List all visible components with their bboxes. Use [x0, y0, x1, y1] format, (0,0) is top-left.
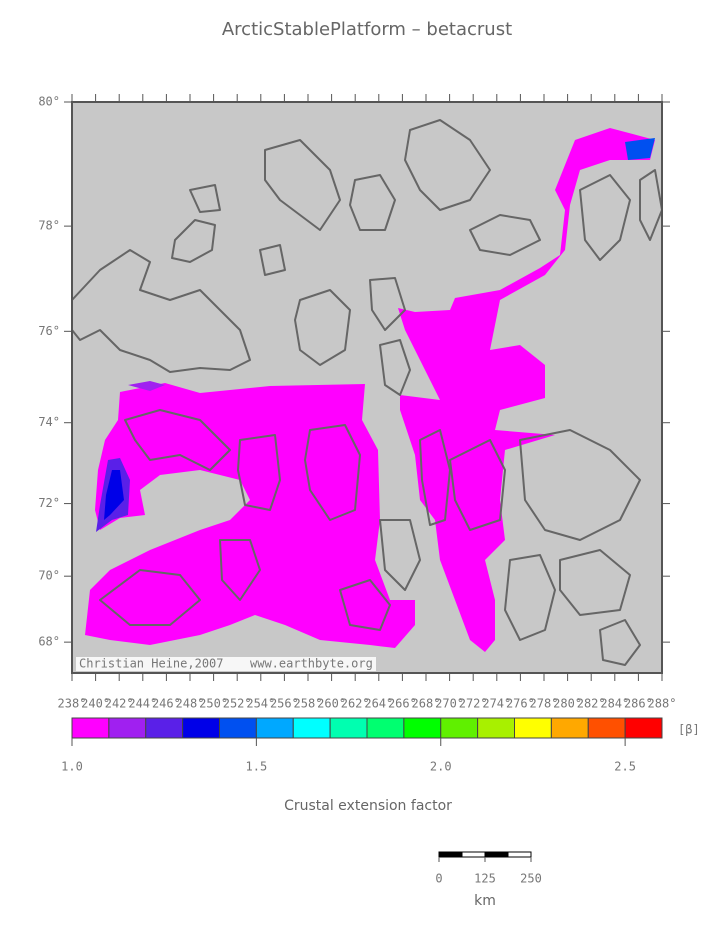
colorbar-segment [108, 717, 147, 739]
lon-label: 256° [270, 697, 299, 711]
extension-region [128, 381, 165, 391]
extension-region [104, 470, 124, 520]
colorbar-tick-label: 1.5 [246, 760, 268, 774]
extension-region [625, 138, 655, 160]
lon-label: 282° [577, 697, 606, 711]
colorbar-segment [219, 717, 257, 739]
lon-label: 286° [624, 697, 653, 711]
lon-label: 276° [506, 697, 535, 711]
lon-label: 244° [128, 697, 157, 711]
scale-tick-label: 125 [474, 872, 496, 886]
scale-bar-segment [438, 851, 463, 858]
lat-label: 78° [38, 219, 60, 233]
scale-tick-label: 250 [520, 872, 542, 886]
lon-label: 272° [459, 697, 488, 711]
colorbar-tick-label: 2.5 [614, 760, 636, 774]
lon-label: 252° [223, 697, 252, 711]
lat-label: 74° [38, 415, 60, 429]
scale-bar-segment [507, 851, 532, 858]
colorbar-segment [550, 717, 589, 739]
map: Christian Heine,2007 www.earthbyte.org [71, 101, 663, 674]
colorbar-segment [292, 717, 331, 739]
credit-box [76, 657, 376, 671]
lon-label: 288° [648, 697, 677, 711]
beta-field [85, 128, 655, 652]
scale-bar-segment [484, 851, 509, 858]
lon-label: 238° [58, 697, 87, 711]
lon-label: 240° [81, 697, 110, 711]
lon-label: 278° [530, 697, 559, 711]
lon-label: 274° [482, 697, 511, 711]
colorbar-segment [145, 717, 184, 739]
lon-label: 254° [246, 697, 275, 711]
lon-label: 260° [317, 697, 346, 711]
lon-label: 248° [176, 697, 205, 711]
lon-label: 246° [152, 697, 181, 711]
colorbar-label: Crustal extension factor [284, 798, 452, 814]
lon-label: 262° [341, 697, 370, 711]
extension-region [398, 128, 655, 652]
lon-label: 280° [553, 697, 582, 711]
lon-label: 284° [600, 697, 629, 711]
colorbar-segment [255, 717, 294, 739]
lat-label: 76° [38, 324, 60, 338]
lat-label: 68° [38, 635, 60, 649]
lat-label: 72° [38, 496, 60, 510]
lon-label: 250° [199, 697, 228, 711]
colorbar-segment [329, 717, 368, 739]
scale-unit: km [474, 893, 496, 909]
colorbar-tick-label: 1.0 [61, 760, 83, 774]
colorbar-segment [182, 717, 220, 739]
colorbar-segment [514, 717, 552, 739]
colorbar-segment [71, 717, 110, 739]
coastlines [71, 119, 663, 666]
colorbar-segment [366, 717, 405, 739]
map-frame [71, 101, 663, 674]
colorbar-segment [477, 717, 515, 739]
lat-label: 80° [38, 95, 60, 109]
colorbar-segment [624, 717, 663, 739]
title: ArcticStablePlatform – betacrust [222, 19, 512, 40]
lon-label: 258° [294, 697, 323, 711]
lon-label: 268° [412, 697, 441, 711]
lon-label: 266° [388, 697, 417, 711]
extension-region [85, 383, 415, 648]
scale-bar-segment [461, 851, 486, 858]
colorbar-tick-label: 2.0 [430, 760, 452, 774]
scale-tick-label: 0 [435, 872, 442, 886]
lon-label: 264° [364, 697, 393, 711]
colorbar-segment [440, 717, 479, 739]
colorbar-segment [587, 717, 626, 739]
lat-label: 70° [38, 569, 60, 583]
lon-label: 270° [435, 697, 464, 711]
credit: Christian Heine,2007 [79, 657, 224, 671]
lon-label: 242° [105, 697, 134, 711]
colorbar-unit: [β] [678, 723, 700, 737]
colorbar-segment [403, 717, 442, 739]
credit: www.earthbyte.org [250, 657, 373, 671]
